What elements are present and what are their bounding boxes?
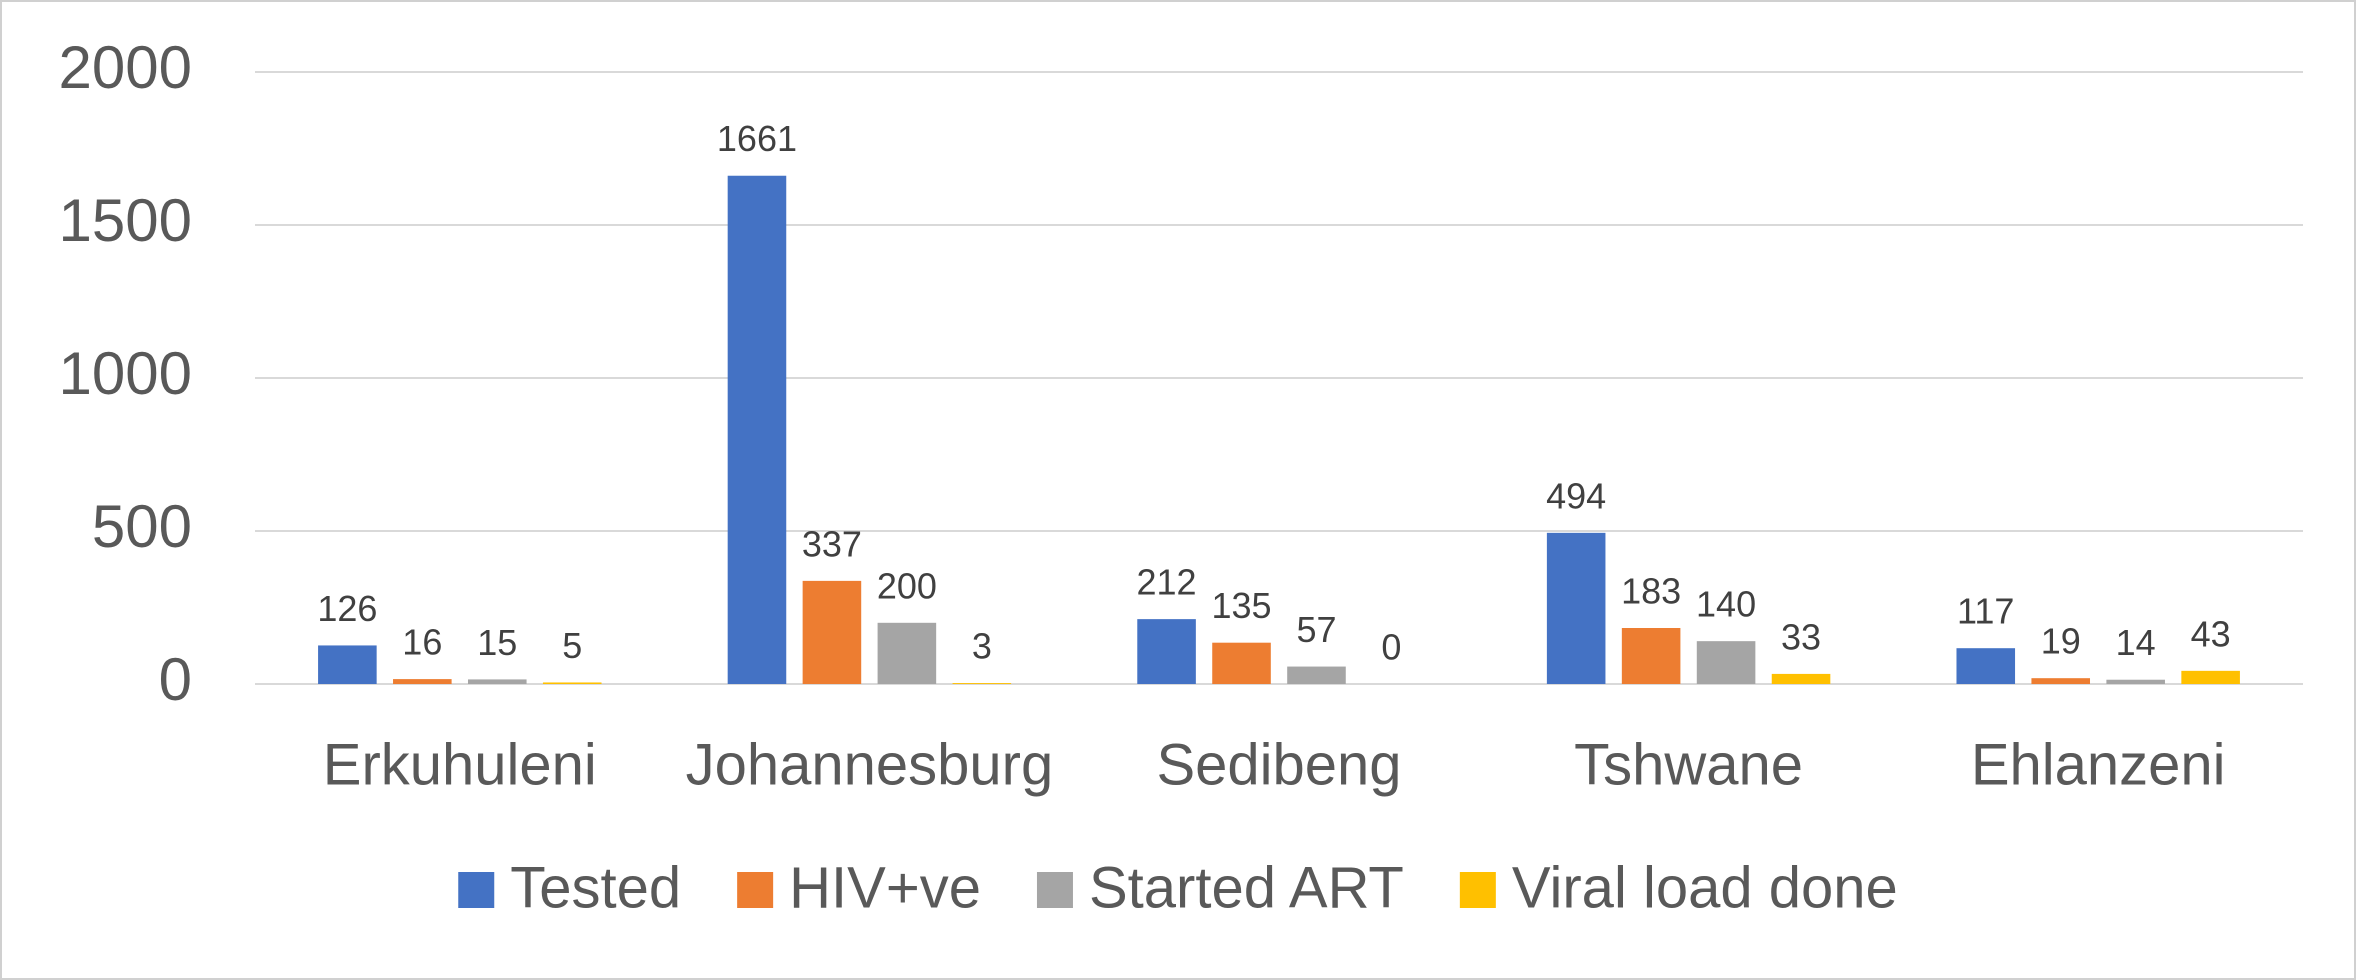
legend-label: HIV+ve — [789, 855, 981, 920]
bar — [393, 679, 452, 684]
bar — [727, 175, 787, 684]
data-label: 0 — [1381, 627, 1401, 668]
bar — [542, 682, 602, 684]
legend-swatch — [737, 872, 774, 908]
data-label: 183 — [1621, 571, 1681, 612]
bar — [1621, 628, 1681, 684]
y-tick-label: 0 — [159, 646, 192, 713]
y-tick-label: 1500 — [59, 187, 192, 254]
x-tick-label: Tshwane — [1574, 732, 1803, 797]
bar — [2181, 670, 2240, 684]
data-label: 57 — [1296, 609, 1336, 650]
data-label: 1661 — [717, 118, 797, 159]
bar — [2031, 678, 2091, 684]
data-label: 16 — [402, 622, 442, 663]
bar — [1956, 648, 2016, 684]
legend-swatch — [1036, 872, 1073, 908]
bar — [1212, 642, 1271, 684]
data-label: 494 — [1546, 475, 1606, 516]
bar — [318, 645, 377, 684]
data-label: 117 — [1957, 591, 2014, 632]
data-label: 43 — [2191, 613, 2231, 654]
legend-swatch — [458, 872, 495, 908]
x-tick-label: Sedibeng — [1156, 732, 1401, 797]
data-label: 337 — [802, 523, 862, 564]
data-label: 19 — [2041, 621, 2081, 662]
data-label: 14 — [2116, 622, 2156, 663]
x-tick-label: Erkuhuleni — [323, 732, 597, 797]
legend-label: Viral load done — [1512, 855, 1898, 920]
data-label: 5 — [562, 625, 582, 666]
bar — [1696, 641, 1756, 684]
bar — [1771, 673, 1831, 684]
y-tick-label: 500 — [92, 493, 192, 560]
bar — [1287, 666, 1346, 684]
bar — [1137, 619, 1196, 684]
legend-label: Started ART — [1089, 855, 1404, 920]
bar — [1546, 532, 1606, 684]
data-label: 3 — [972, 626, 992, 667]
bar — [2106, 679, 2165, 684]
data-label: 135 — [1211, 585, 1271, 626]
legend-swatch — [1459, 872, 1496, 908]
legend-label: Tested — [510, 855, 681, 920]
bar — [467, 679, 527, 684]
y-tick-label: 1000 — [59, 340, 192, 407]
bar — [952, 683, 1012, 684]
data-label: 212 — [1137, 562, 1197, 603]
data-label: 140 — [1696, 584, 1756, 625]
x-tick-label: Ehlanzeni — [1971, 732, 2226, 797]
data-label: 126 — [317, 588, 377, 629]
bar — [802, 580, 862, 684]
data-label: 33 — [1781, 616, 1821, 657]
x-tick-label: Johannesburg — [686, 732, 1054, 797]
data-label: 15 — [477, 622, 517, 663]
data-label: 200 — [877, 565, 937, 606]
bar — [877, 622, 937, 684]
y-tick-label: 2000 — [59, 34, 192, 101]
